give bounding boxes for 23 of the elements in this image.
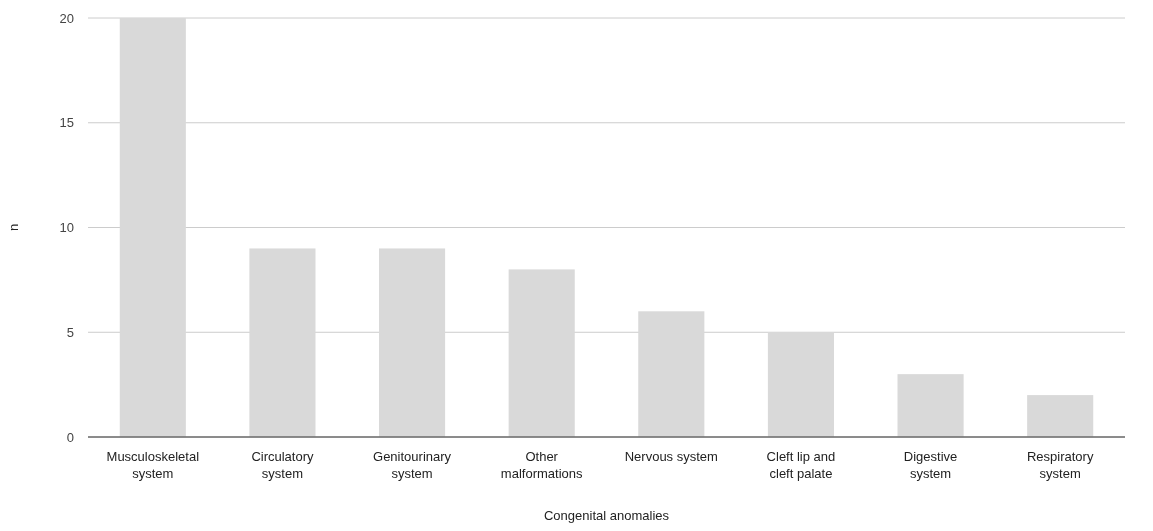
- bar: [119, 18, 186, 437]
- x-tick-label: Circulatory system: [251, 449, 314, 481]
- y-tick-label: 0: [66, 429, 74, 445]
- x-axis-title: Congenital anomalies: [543, 508, 670, 523]
- x-tick-label: Digestive system: [903, 449, 958, 481]
- bar: [1027, 395, 1094, 437]
- y-tick-label: 5: [66, 324, 74, 340]
- y-tick-label: 15: [59, 115, 74, 131]
- bar: [249, 248, 316, 437]
- y-axis-title: n: [6, 223, 21, 232]
- x-tick-label: Genitourinary system: [373, 449, 452, 481]
- bar: [508, 269, 575, 437]
- x-tick-label: Musculoskeletal system: [106, 449, 200, 481]
- bar: [897, 374, 964, 437]
- y-tick-label: 10: [59, 220, 74, 236]
- x-tick-label: Respiratory system: [1026, 449, 1094, 481]
- bar: [638, 311, 705, 437]
- x-tick-label: Cleft lip and cleft palate: [766, 449, 836, 481]
- bar: [767, 332, 834, 437]
- y-tick-label: 20: [59, 10, 74, 26]
- bar: [379, 248, 446, 437]
- x-tick-label: Nervous system: [624, 449, 718, 464]
- x-tick-label: Other malformations: [500, 449, 583, 481]
